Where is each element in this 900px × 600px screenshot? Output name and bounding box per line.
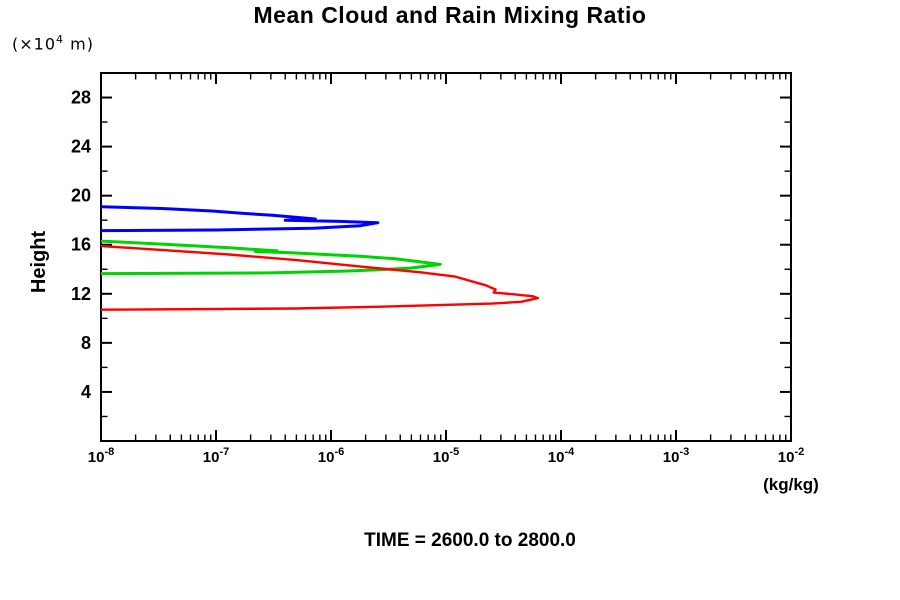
x-tick-label: 10-3 bbox=[663, 446, 689, 466]
y-unit-exponent: 4 bbox=[56, 33, 65, 46]
y-tick-label: 24 bbox=[71, 137, 91, 157]
x-tick-label: 10-5 bbox=[433, 446, 459, 466]
x-tick-label: 10-6 bbox=[318, 446, 344, 466]
plot-frame bbox=[100, 72, 792, 442]
chart-title: Mean Cloud and Rain Mixing Ratio bbox=[253, 2, 647, 28]
y-tick-label: 4 bbox=[81, 382, 91, 402]
series-green-contour bbox=[100, 239, 442, 276]
x-tick-label: 10-7 bbox=[203, 446, 229, 466]
series-red-contour bbox=[100, 244, 540, 311]
y-tick-label: 12 bbox=[71, 284, 91, 304]
y-tick-label: 16 bbox=[71, 235, 91, 255]
x-tick-label: 10-8 bbox=[88, 446, 114, 466]
x-tick-label: 10-4 bbox=[548, 446, 575, 466]
x-tick-label: 10-2 bbox=[778, 446, 804, 466]
y-tick-label: 28 bbox=[71, 88, 91, 108]
y-unit-suffix: m) bbox=[64, 34, 94, 54]
series-blue-contour bbox=[100, 205, 380, 233]
y-unit-prefix: (×10 bbox=[12, 34, 57, 54]
y-axis-unit-label: (×104 m) bbox=[12, 33, 94, 53]
y-tick-label: 8 bbox=[81, 333, 91, 353]
x-axis-unit-label: (kg/kg) bbox=[763, 475, 819, 494]
y-tick-label: 20 bbox=[71, 186, 91, 206]
footer-time-label: TIME = 2600.0 to 2800.0 bbox=[364, 530, 576, 551]
